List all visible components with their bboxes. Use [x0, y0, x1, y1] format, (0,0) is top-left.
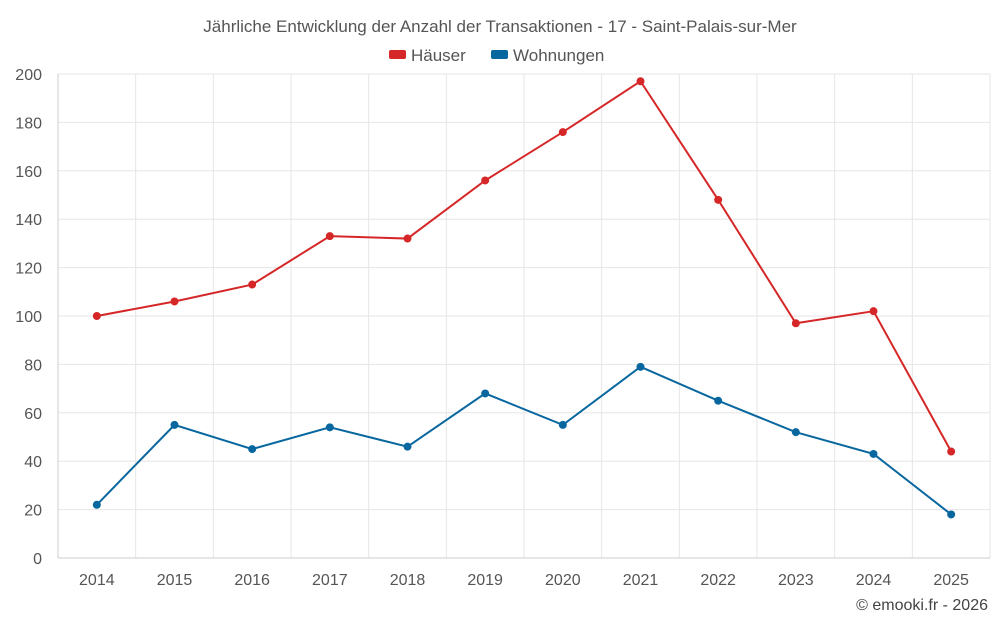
series-haeuser: [92, 77, 956, 456]
x-tick-label: 2015: [157, 572, 193, 589]
x-tick-label: 2014: [79, 572, 115, 589]
legend: Häuser Wohnungen: [389, 46, 604, 65]
legend-swatch: [389, 50, 406, 59]
y-tick-label: 80: [24, 357, 42, 374]
chart-title: Jährliche Entwicklung der Anzahl der Tra…: [203, 17, 797, 36]
credit-text: © emooki.fr - 2026: [856, 597, 988, 614]
x-tick-label: 2025: [933, 572, 969, 589]
data-point[interactable]: [636, 77, 645, 86]
series-line: [96, 79, 953, 453]
data-point[interactable]: [481, 176, 490, 185]
y-tick-label: 20: [24, 503, 42, 520]
data-point[interactable]: [403, 442, 412, 451]
x-tick-label: 2021: [623, 572, 659, 589]
y-tick-label: 160: [15, 164, 42, 181]
x-tick-label: 2023: [778, 572, 814, 589]
data-point[interactable]: [248, 445, 257, 454]
data-point[interactable]: [325, 423, 334, 432]
y-tick-label: 140: [15, 212, 42, 229]
data-point[interactable]: [481, 389, 490, 398]
legend-label: Häuser: [411, 46, 466, 65]
legend-label: Wohnungen: [513, 46, 604, 65]
series-line: [96, 365, 952, 516]
x-tick-label: 2019: [467, 572, 503, 589]
data-point[interactable]: [869, 449, 878, 458]
series-layer: [92, 77, 956, 519]
y-tick-label: 100: [15, 309, 42, 326]
y-tick-label: 180: [15, 115, 42, 132]
x-tick-label: 2022: [700, 572, 736, 589]
data-point[interactable]: [170, 420, 179, 429]
y-tick-label: 60: [24, 406, 42, 423]
data-point[interactable]: [248, 280, 257, 289]
data-point[interactable]: [869, 307, 878, 316]
data-point[interactable]: [325, 232, 334, 241]
data-point[interactable]: [403, 234, 412, 243]
axes: 0 20 40 60 80 100 120 140 160 180 200 2014 2015 2016 2…: [15, 67, 990, 589]
data-point[interactable]: [947, 447, 956, 456]
data-point[interactable]: [791, 319, 800, 328]
data-point[interactable]: [714, 396, 723, 405]
data-point[interactable]: [791, 428, 800, 437]
data-point[interactable]: [92, 500, 101, 509]
data-point[interactable]: [558, 420, 567, 429]
x-tick-label: 2018: [390, 572, 426, 589]
y-tick-label: 120: [15, 261, 42, 278]
legend-item-wohnungen[interactable]: Wohnungen: [491, 46, 604, 65]
legend-item-haeuser[interactable]: Häuser: [389, 46, 466, 65]
data-point[interactable]: [558, 128, 567, 137]
y-tick-label: 0: [33, 551, 42, 568]
y-tick-label: 200: [15, 67, 42, 84]
data-point[interactable]: [170, 297, 179, 306]
x-tick-label: 2016: [234, 572, 270, 589]
data-point[interactable]: [714, 195, 723, 204]
x-tick-label: 2017: [312, 572, 348, 589]
data-point[interactable]: [92, 312, 101, 320]
y-tick-label: 40: [24, 454, 42, 471]
data-point[interactable]: [636, 362, 645, 371]
series-wohnungen: [92, 362, 956, 519]
data-point[interactable]: [947, 510, 956, 519]
x-tick-label: 2020: [545, 572, 581, 589]
legend-swatch: [491, 50, 508, 59]
grid: [57, 73, 991, 558]
x-tick-label: 2024: [856, 572, 892, 589]
